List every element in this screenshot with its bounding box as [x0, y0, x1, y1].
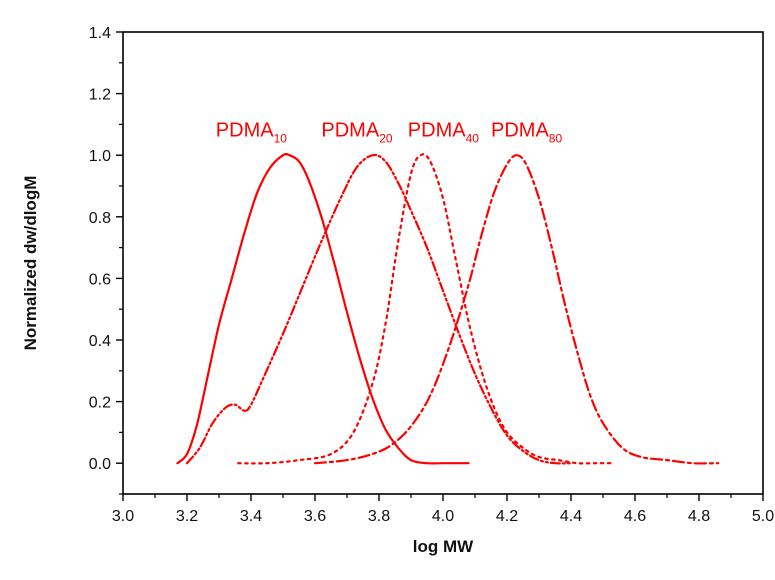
series-label-subscript: 80: [549, 132, 563, 146]
series-label-text: PDMA: [216, 120, 274, 142]
x-tick-label: 3.2: [176, 508, 198, 525]
x-tick-label: 3.0: [112, 508, 134, 525]
series-line-pdma-80: [313, 154, 720, 465]
x-tick-label: 3.4: [240, 508, 262, 525]
x-tick-label: 4.0: [432, 508, 454, 525]
series-label-subscript: 40: [466, 132, 480, 146]
y-tick-label: 1.2: [89, 87, 111, 104]
series-line-pdma-40: [237, 153, 614, 465]
series-label-pdma-20: PDMA20: [321, 120, 392, 146]
series-label-subscript: 10: [274, 132, 288, 146]
x-axis-ticks: 3.0 3.2 3.4 3.6 3.8 4.0 4.2 4.4 4.6 4.8 5.0: [112, 494, 774, 525]
x-tick-label: 4.6: [624, 508, 646, 525]
series-label-subscript: 20: [379, 132, 393, 146]
x-tick-label: 5.0: [752, 508, 774, 525]
plot-frame: [122, 31, 764, 495]
y-tick-label: 0.6: [89, 271, 111, 288]
series-label-pdma-40: PDMA40: [408, 120, 479, 146]
x-tick-label: 4.4: [560, 508, 582, 525]
x-tick-label: 3.6: [304, 508, 326, 525]
x-tick-label: 4.2: [496, 508, 518, 525]
series-label-text: PDMA: [321, 120, 379, 142]
series-annotations: PDMA10 PDMA20 PDMA40 PDMA80: [216, 120, 563, 146]
x-tick-label: 3.8: [368, 508, 390, 525]
y-axis-title: Normalized dw/dlogM: [21, 176, 40, 351]
plot-area-border: [122, 31, 764, 495]
series-label-text: PDMA: [491, 120, 549, 142]
y-tick-label: 1.0: [89, 148, 111, 165]
x-tick-label: 4.8: [688, 508, 710, 525]
x-axis-title: log MW: [413, 537, 474, 556]
y-tick-label: 0.2: [89, 395, 111, 412]
series-line-pdma-20: [185, 153, 573, 465]
y-axis-ticks: 0.0 0.2 0.4 0.6 0.8 1.0 1.2 1.4: [89, 25, 123, 495]
series-lines: [176, 152, 720, 465]
y-tick-label: 0.0: [89, 456, 111, 473]
series-label-pdma-80: PDMA80: [491, 120, 562, 146]
y-tick-label: 0.4: [89, 333, 111, 350]
series-label-text: PDMA: [408, 120, 466, 142]
y-tick-label: 1.4: [89, 25, 111, 42]
y-tick-label: 0.8: [89, 210, 111, 227]
series-label-pdma-10: PDMA10: [216, 120, 287, 146]
series-line-pdma-10: [176, 152, 470, 465]
